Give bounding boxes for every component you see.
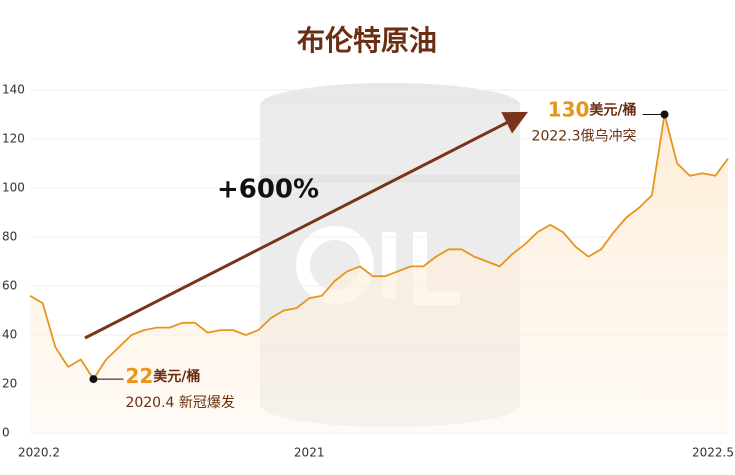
y-tick-label: 120 — [2, 132, 25, 146]
y-tick-label: 0 — [2, 426, 10, 440]
annotation-value: 22 — [125, 364, 153, 388]
annotation-unit: 美元/桶 — [153, 368, 200, 385]
y-tick-label: 40 — [2, 328, 17, 342]
x-tick-label: 2020.2 — [18, 446, 60, 460]
line — [29, 113, 729, 380]
y-tick-label: 140 — [2, 83, 25, 97]
y-tick-label: 80 — [2, 230, 17, 244]
annotation-note: 2022.3俄乌冲突 — [532, 129, 637, 145]
x-tick-label: 2022.5 — [692, 446, 734, 460]
chart-title: 布伦特原油 — [297, 24, 437, 57]
annotation-label: 22美元/桶 — [125, 364, 200, 388]
annotation-note: 2020.4 新冠爆发 — [125, 395, 234, 411]
x-tick-label: 2021 — [294, 446, 325, 460]
annotation-value: 130 — [548, 97, 590, 121]
trend-arrow — [84, 111, 529, 340]
annotation-unit: 美元/桶 — [589, 102, 636, 119]
annotation-label: 130美元/桶 — [548, 97, 637, 121]
y-tick-label: 60 — [2, 279, 17, 293]
area — [30, 114, 728, 433]
y-tick-label: 100 — [2, 181, 25, 195]
annotation-growth: +600% — [217, 175, 319, 205]
y-tick-label: 20 — [2, 377, 17, 391]
